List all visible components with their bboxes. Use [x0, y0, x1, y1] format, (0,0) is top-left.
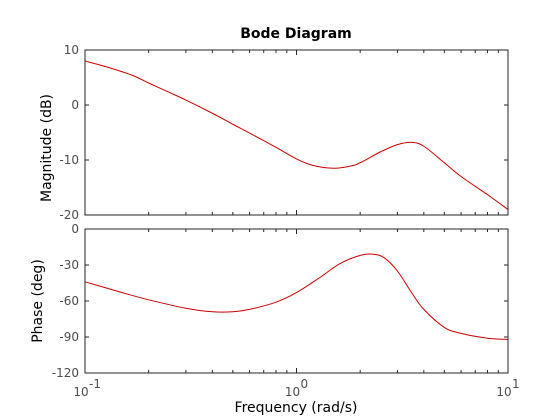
y-tick-label: -60	[59, 294, 79, 308]
x-tick-exponent: 1	[512, 377, 520, 391]
x-tick-exponent: -1	[89, 377, 101, 391]
x-tick-exponent: 0	[301, 377, 309, 391]
y-tick-label: -10	[59, 153, 79, 167]
y-tick-label: -120	[52, 366, 79, 380]
y-tick-label: -30	[59, 258, 79, 272]
magnitude-axes: Magnitude (dB) -20 -10 0 10	[39, 43, 509, 222]
frequency-xlabel: Frequency (rad/s)	[235, 400, 358, 416]
x-tick-label: 10	[496, 385, 511, 399]
y-tick-label: 10	[64, 43, 79, 57]
y-tick-label: -90	[59, 330, 79, 344]
chart-title: Bode Diagram	[240, 26, 352, 42]
y-tick-label: -20	[59, 208, 79, 222]
phase-axes-box	[84, 228, 509, 374]
magnitude-ylabel: Magnitude (dB)	[39, 94, 55, 202]
phase-axes: Phase (deg) -120 -90 -60 -30 0	[30, 222, 509, 380]
y-tick-label: 0	[71, 222, 79, 236]
x-tick-label: 10	[73, 385, 88, 399]
x-tick-label: 10	[285, 385, 300, 399]
phase-curve	[84, 253, 509, 340]
magnitude-curve	[84, 60, 509, 210]
magnitude-axes-box	[84, 49, 509, 216]
y-tick-label: 0	[71, 98, 79, 112]
phase-ylabel: Phase (deg)	[30, 259, 46, 343]
